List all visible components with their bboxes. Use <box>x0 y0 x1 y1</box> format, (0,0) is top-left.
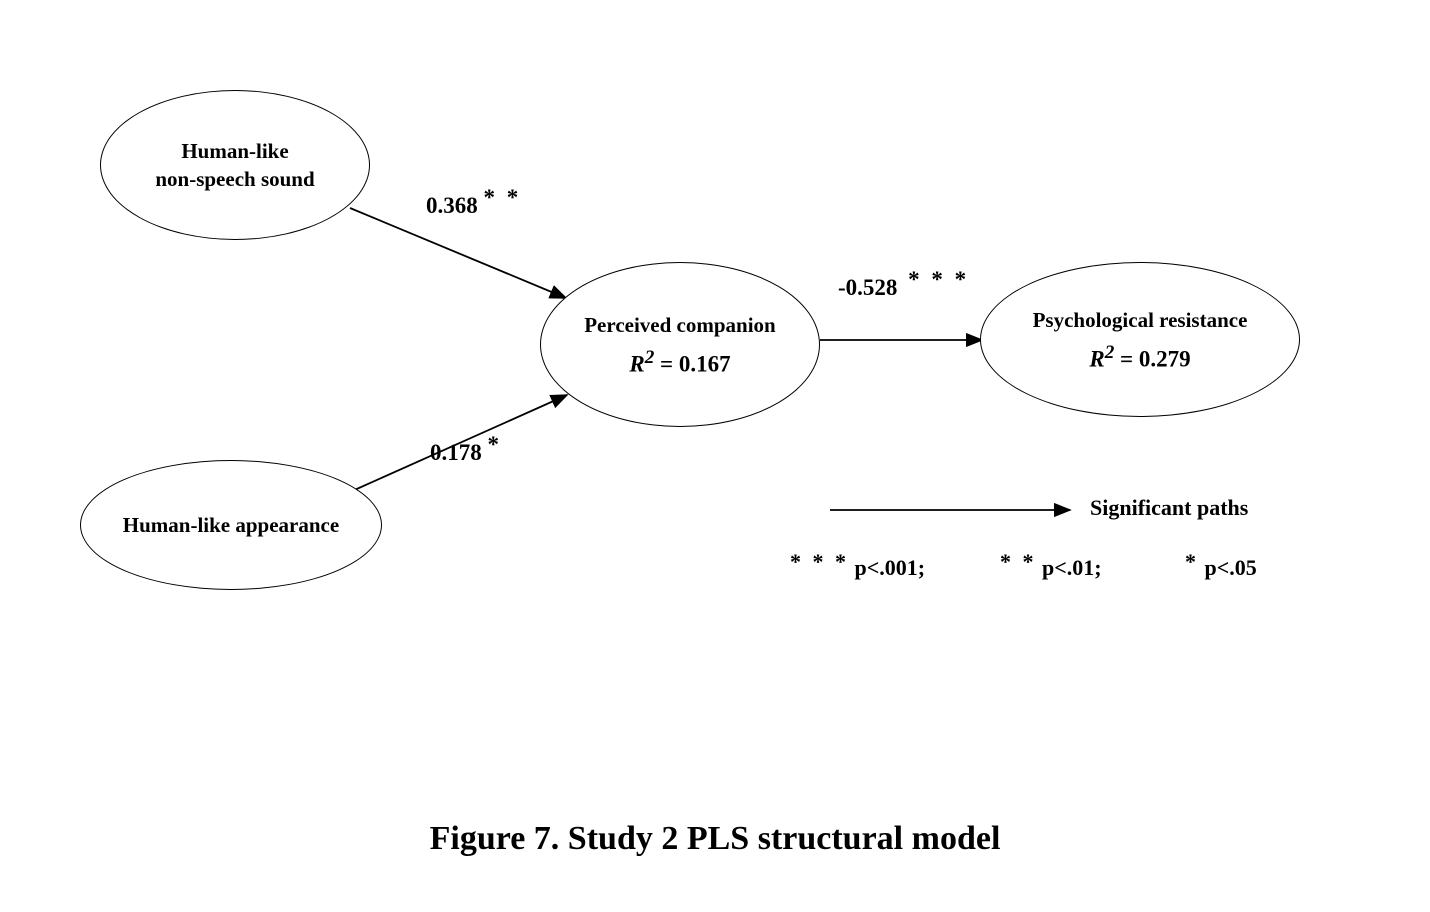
node-resistance-line1: Psychological resistance <box>1033 308 1248 332</box>
legend-sig-2: * * p<.01; <box>1000 555 1102 581</box>
node-resistance-r2: R2 = 0.279 <box>1089 342 1190 373</box>
coef-sound: 0.368 <box>426 193 478 218</box>
node-resistance: Psychological resistance R2 = 0.279 <box>980 262 1300 417</box>
stars-sound: * * <box>484 185 522 210</box>
node-companion: Perceived companion R2 = 0.167 <box>540 262 820 427</box>
legend-stars-3: * <box>1185 549 1199 574</box>
node-appearance-label: Human-like appearance <box>123 511 339 539</box>
legend-stars-1: * * * <box>790 549 849 574</box>
r2-sup-res: 2 <box>1105 342 1115 363</box>
legend-sig-1: * * * p<.001; <box>790 555 925 581</box>
node-companion-r2: R2 = 0.167 <box>629 347 730 378</box>
legend-text-2: p<.01; <box>1042 555 1102 580</box>
legend-sig-3: * p<.05 <box>1185 555 1257 581</box>
stars-appearance: * <box>488 432 503 457</box>
r2-letter: R <box>629 352 644 377</box>
node-resistance-label: Psychological resistance <box>1033 306 1248 334</box>
pls-structural-model-diagram: Human-like non-speech sound Human-like a… <box>0 0 1430 912</box>
coef-appearance: 0.178 <box>430 440 482 465</box>
path-label-sound-companion: 0.368 * * <box>426 193 521 219</box>
node-sound-line2: non-speech sound <box>155 167 314 191</box>
node-appearance: Human-like appearance <box>80 460 382 590</box>
node-appearance-line1: Human-like appearance <box>123 513 339 537</box>
path-label-appearance-companion: 0.178 * <box>430 440 502 466</box>
node-sound-line1: Human-like <box>181 139 288 163</box>
r2-eq-res: = 0.279 <box>1114 347 1190 372</box>
node-companion-label: Perceived companion <box>584 311 776 339</box>
r2-letter-res: R <box>1089 347 1104 372</box>
legend-text-3: p<.05 <box>1205 555 1257 580</box>
legend-stars-2: * * <box>1000 549 1037 574</box>
node-sound: Human-like non-speech sound <box>100 90 370 240</box>
node-sound-label: Human-like non-speech sound <box>155 137 314 194</box>
legend-significant-paths: Significant paths <box>1090 495 1248 521</box>
r2-eq: = 0.167 <box>654 352 730 377</box>
r2-sup: 2 <box>645 347 655 368</box>
figure-caption: Figure 7. Study 2 PLS structural model <box>0 820 1430 858</box>
stars-resistance: * * * <box>908 267 969 292</box>
path-label-companion-resistance: -0.528 * * * <box>838 275 964 301</box>
edge-sound-companion <box>350 208 566 298</box>
node-companion-line1: Perceived companion <box>584 313 776 337</box>
legend-text-1: p<.001; <box>855 555 926 580</box>
coef-resistance: -0.528 <box>838 275 897 300</box>
